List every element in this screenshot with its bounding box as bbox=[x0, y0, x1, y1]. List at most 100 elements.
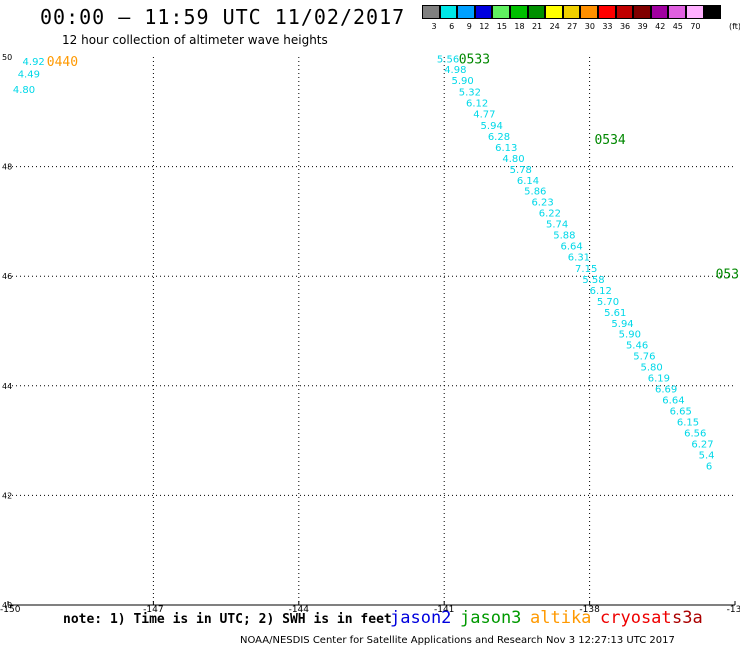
legend-label: 24 bbox=[549, 22, 560, 31]
swh-observation: 6.56 bbox=[684, 428, 706, 439]
legend-swatch bbox=[509, 5, 528, 19]
lat-tick-label: 42 bbox=[2, 491, 12, 500]
swh-observation: 6 bbox=[706, 461, 712, 472]
lat-tick-label: 50 bbox=[2, 53, 12, 62]
lon-tick-label: -150 bbox=[0, 605, 21, 615]
legend-swatch bbox=[633, 5, 651, 19]
lon-tick-label: -138 bbox=[579, 605, 600, 615]
legend-swatch bbox=[527, 5, 546, 19]
lon-tick-label: -13 bbox=[727, 605, 740, 615]
legend-swatch bbox=[597, 5, 616, 19]
lat-tick-label: 46 bbox=[2, 272, 12, 281]
swh-observation: 5.94 bbox=[611, 319, 633, 330]
swh-observation: 6.15 bbox=[677, 417, 699, 428]
satellite-name: jason2 bbox=[390, 608, 452, 628]
map-subtitle: 12 hour collection of altimeter wave hei… bbox=[62, 33, 328, 47]
lat-tick-label: 44 bbox=[2, 382, 12, 391]
swh-observation: 6.23 bbox=[531, 198, 553, 209]
swh-observation: 4.80 bbox=[13, 85, 35, 96]
legend-swatch bbox=[492, 5, 510, 19]
map-title: 00:00 – 11:59 UTC 11/02/2017 bbox=[40, 5, 406, 29]
satellite-name: altika bbox=[530, 608, 592, 628]
swh-observation: 5.76 bbox=[633, 352, 655, 363]
swh-observation: 5.61 bbox=[604, 308, 626, 319]
legend-label: 45 bbox=[672, 22, 683, 31]
swh-observation: 5.90 bbox=[619, 330, 641, 341]
swh-observation: 6.27 bbox=[691, 439, 713, 450]
swh-observation: 6.64 bbox=[662, 396, 684, 407]
pass-time-label: 0533 bbox=[459, 53, 490, 68]
swh-observation: 4.92 bbox=[23, 57, 45, 68]
legend-label: 18 bbox=[514, 22, 525, 31]
swh-observation: 5.56 bbox=[437, 55, 459, 66]
swh-observation: 4.49 bbox=[18, 69, 40, 80]
color-scale-labels: 3 6 9 12 15 18 21 24 27 30 33 36 39 42 45 70 bbox=[422, 22, 721, 31]
swh-observation: 6.19 bbox=[648, 374, 670, 385]
lon-tick-label: -144 bbox=[289, 605, 310, 615]
swh-observation: 5.94 bbox=[481, 121, 503, 132]
swh-observation: 5.4 bbox=[699, 450, 715, 461]
swh-observation: 7.15 bbox=[575, 264, 597, 275]
legend-swatch bbox=[562, 5, 581, 19]
swh-observation: 5.78 bbox=[510, 165, 532, 176]
legend-swatch bbox=[545, 5, 563, 19]
swh-observation: 5.90 bbox=[451, 76, 473, 87]
legend-label: 27 bbox=[567, 22, 578, 31]
swh-observation: 6.12 bbox=[590, 286, 612, 297]
legend-label: 39 bbox=[637, 22, 648, 31]
swh-observation: 5.58 bbox=[582, 275, 604, 286]
swh-observation: 6.13 bbox=[495, 143, 517, 154]
lat-tick-label: 48 bbox=[2, 163, 12, 172]
legend-unit-label: (ft) bbox=[729, 22, 740, 31]
legend-swatch bbox=[685, 5, 704, 19]
swh-observation: 6.69 bbox=[655, 385, 677, 396]
satellite-name: cryosat bbox=[600, 608, 672, 628]
legend-swatch bbox=[650, 5, 669, 19]
swh-observation: 6.22 bbox=[539, 209, 561, 220]
pass-time-label: 0534 bbox=[594, 133, 625, 148]
legend-swatch bbox=[703, 5, 722, 19]
legend-label: 12 bbox=[479, 22, 490, 31]
swh-observation: 4.77 bbox=[473, 109, 495, 120]
swh-observation: 5.86 bbox=[524, 187, 546, 198]
legend-label: 30 bbox=[584, 22, 595, 31]
swh-observation: 5.70 bbox=[597, 297, 619, 308]
legend-swatch bbox=[615, 5, 634, 19]
credit-line: NOAA/NESDIS Center for Satellite Applica… bbox=[240, 635, 675, 646]
swh-observation: 5.74 bbox=[546, 220, 568, 231]
swh-observation: 5.88 bbox=[553, 231, 575, 242]
legend-swatch bbox=[474, 5, 493, 19]
swh-observation: 5.46 bbox=[626, 341, 648, 352]
legend-swatch bbox=[439, 5, 458, 19]
swh-observation: 6.65 bbox=[670, 406, 692, 417]
lon-tick-label: -141 bbox=[434, 605, 454, 615]
swh-observation: 6.12 bbox=[466, 98, 488, 109]
legend-swatch bbox=[457, 5, 475, 19]
legend-swatch bbox=[668, 5, 686, 19]
legend-label: 36 bbox=[619, 22, 631, 31]
satellite-name: s3a bbox=[672, 608, 703, 628]
legend-swatch bbox=[580, 5, 598, 19]
swh-observation: 6.64 bbox=[561, 242, 583, 253]
legend-label: 42 bbox=[655, 22, 666, 31]
legend-label: 21 bbox=[531, 22, 543, 31]
lat-tick-label: 40 bbox=[2, 601, 12, 610]
swh-observation: 6.14 bbox=[517, 176, 539, 187]
footer-note: note: 1) Time is in UTC; 2) SWH is in fe… bbox=[63, 612, 392, 627]
swh-observation: 4.80 bbox=[502, 154, 524, 165]
lon-tick-label: -147 bbox=[143, 605, 163, 615]
swh-observation: 5.32 bbox=[459, 88, 481, 99]
swh-observation: 5.80 bbox=[640, 363, 662, 374]
swh-observation: 6.31 bbox=[568, 252, 590, 263]
satellite-name: jason3 bbox=[460, 608, 522, 628]
pass-time-label: 0440 bbox=[47, 55, 78, 70]
swh-observation: 6.28 bbox=[488, 132, 510, 143]
color-scale-legend bbox=[422, 5, 722, 21]
legend-label: 9 bbox=[466, 22, 472, 31]
legend-label: 33 bbox=[602, 22, 613, 31]
legend-label: 15 bbox=[496, 22, 507, 31]
swh-observation: 4.98 bbox=[444, 65, 466, 76]
pass-time-label: 0535 bbox=[716, 267, 740, 282]
legend-label: 70 bbox=[690, 22, 701, 31]
